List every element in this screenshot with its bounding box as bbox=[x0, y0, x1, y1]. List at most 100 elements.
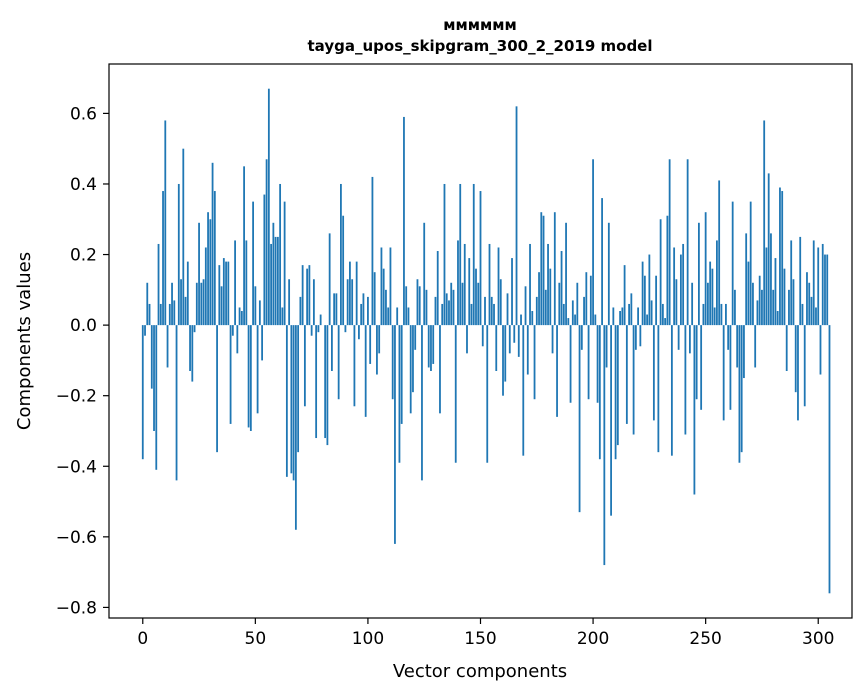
bar-238 bbox=[677, 325, 680, 350]
bar-282 bbox=[776, 311, 779, 326]
bar-224 bbox=[646, 314, 649, 326]
bar-36 bbox=[222, 258, 225, 326]
bar-25 bbox=[198, 222, 200, 326]
bar-166 bbox=[515, 106, 518, 326]
x-tick-label: 0 bbox=[137, 629, 148, 649]
bar-73 bbox=[306, 268, 309, 326]
bar-183 bbox=[553, 212, 556, 326]
bar-52 bbox=[258, 300, 261, 326]
bar-121 bbox=[414, 325, 417, 350]
bar-163 bbox=[508, 325, 511, 354]
bar-302 bbox=[821, 243, 824, 326]
bar-233 bbox=[666, 215, 669, 326]
bar-87 bbox=[337, 325, 340, 400]
bar-235 bbox=[670, 325, 673, 456]
bar-22 bbox=[191, 325, 194, 382]
bar-54 bbox=[263, 194, 266, 326]
bar-195 bbox=[580, 325, 583, 350]
bar-47 bbox=[247, 325, 250, 428]
bar-41 bbox=[234, 240, 236, 326]
bar-170 bbox=[524, 286, 527, 326]
bar-27 bbox=[202, 279, 205, 326]
bar-214 bbox=[623, 265, 626, 326]
bar-57 bbox=[270, 243, 273, 326]
bar-13 bbox=[171, 282, 173, 326]
bar-234 bbox=[668, 159, 671, 326]
bar-262 bbox=[731, 201, 734, 326]
bar-179 bbox=[544, 289, 547, 326]
bar-207 bbox=[607, 222, 610, 326]
bar-140 bbox=[457, 240, 459, 326]
bar-1 bbox=[144, 325, 146, 336]
bar-69 bbox=[297, 325, 300, 453]
bar-291 bbox=[797, 325, 799, 421]
bar-203 bbox=[598, 325, 601, 460]
bar-152 bbox=[484, 296, 486, 326]
bar-246 bbox=[695, 325, 698, 400]
bar-286 bbox=[785, 325, 788, 371]
y-tick-label: −0.2 bbox=[56, 387, 97, 407]
bar-200 bbox=[592, 159, 594, 326]
bar-117 bbox=[405, 286, 408, 326]
bar-277 bbox=[765, 247, 768, 326]
bar-201 bbox=[594, 314, 597, 326]
bar-8 bbox=[159, 303, 162, 326]
bar-138 bbox=[452, 289, 455, 326]
x-axis-label: Vector components bbox=[393, 661, 567, 682]
bar-288 bbox=[790, 240, 793, 326]
bar-38 bbox=[227, 261, 230, 326]
bar-29 bbox=[207, 212, 209, 326]
bar-249 bbox=[702, 303, 705, 326]
bar-287 bbox=[788, 289, 790, 326]
bar-43 bbox=[238, 307, 241, 326]
bar-88 bbox=[340, 183, 342, 326]
bar-159 bbox=[499, 279, 502, 326]
bar-33 bbox=[216, 325, 218, 453]
bar-297 bbox=[810, 296, 813, 326]
y-tick-label: 0.4 bbox=[70, 175, 97, 195]
bar-293 bbox=[801, 303, 804, 326]
bar-62 bbox=[281, 307, 284, 326]
bar-239 bbox=[679, 254, 682, 326]
bar-197 bbox=[585, 272, 588, 326]
x-tick-label: 250 bbox=[689, 629, 721, 649]
bar-210 bbox=[614, 325, 617, 460]
bar-218 bbox=[632, 325, 635, 435]
bar-127 bbox=[427, 325, 430, 368]
bar-9 bbox=[162, 191, 164, 326]
bar-98 bbox=[362, 293, 365, 326]
bar-82 bbox=[326, 325, 329, 446]
bar-295 bbox=[806, 272, 808, 326]
bar-99 bbox=[364, 325, 367, 417]
bar-105 bbox=[378, 325, 381, 354]
bar-299 bbox=[815, 307, 817, 326]
bar-44 bbox=[240, 311, 243, 326]
bar-145 bbox=[468, 258, 471, 326]
bar-301 bbox=[819, 325, 822, 375]
bar-100 bbox=[367, 296, 369, 326]
bar-104 bbox=[376, 325, 378, 375]
bar-228 bbox=[655, 275, 658, 326]
bar-292 bbox=[799, 236, 802, 326]
bar-274 bbox=[758, 275, 761, 326]
bar-61 bbox=[279, 183, 282, 326]
bar-115 bbox=[400, 325, 403, 424]
bar-112 bbox=[394, 325, 396, 544]
bar-31 bbox=[211, 162, 214, 326]
bar-258 bbox=[722, 325, 725, 421]
bar-81 bbox=[324, 325, 327, 439]
bar-109 bbox=[387, 307, 390, 326]
bar-251 bbox=[707, 282, 709, 326]
bar-94 bbox=[353, 325, 356, 407]
bar-7 bbox=[157, 243, 160, 326]
bar-187 bbox=[562, 303, 565, 326]
bar-164 bbox=[511, 258, 513, 326]
bar-194 bbox=[578, 325, 581, 513]
bar-17 bbox=[180, 279, 182, 326]
bar-96 bbox=[358, 325, 360, 340]
bar-191 bbox=[571, 300, 574, 326]
bar-72 bbox=[303, 325, 306, 407]
x-tick-label: 150 bbox=[464, 629, 496, 649]
bar-167 bbox=[517, 325, 520, 357]
bar-263 bbox=[734, 289, 736, 326]
